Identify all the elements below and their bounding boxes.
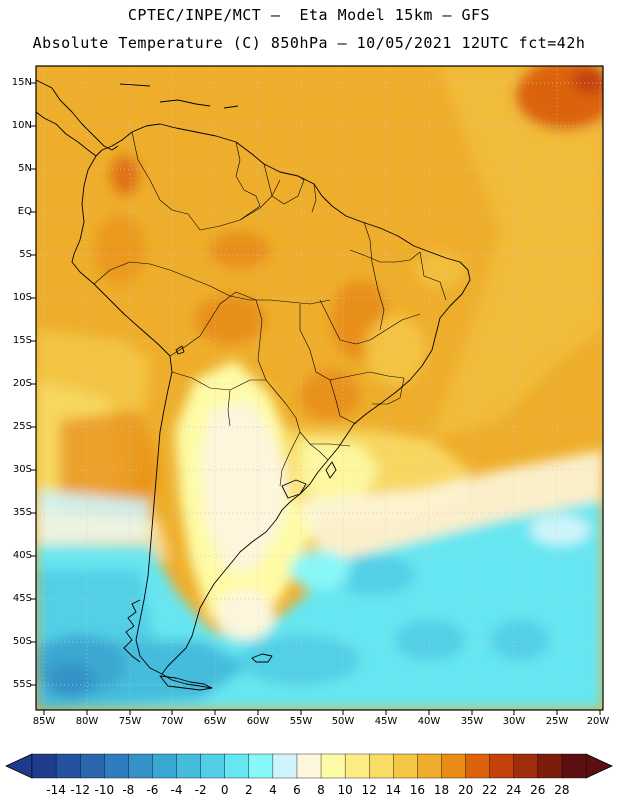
colorbar-label: -8 xyxy=(122,783,135,797)
lat-label: 25S xyxy=(12,421,32,432)
colorbar-swatch xyxy=(513,753,539,779)
lat-label: 15S xyxy=(12,335,32,346)
lon-label: 80W xyxy=(75,716,99,727)
colorbar-swatch xyxy=(296,753,322,779)
colorbar-label: -4 xyxy=(170,783,183,797)
colorbar-swatch xyxy=(441,753,467,779)
colorbar-swatch xyxy=(152,753,178,779)
map-frame xyxy=(35,65,604,711)
colorbar-label: 26 xyxy=(530,783,546,797)
lat-label: EQ xyxy=(17,206,32,217)
lon-label: 70W xyxy=(160,716,184,727)
colorbar-label: 22 xyxy=(482,783,498,797)
colorbar-swatch xyxy=(176,753,202,779)
colorbar-label: -14 xyxy=(46,783,66,797)
colorbar-swatch xyxy=(537,753,563,779)
colorbar-swatch xyxy=(393,753,418,779)
lon-label: 25W xyxy=(545,716,569,727)
lon-label: 45W xyxy=(374,716,398,727)
colorbar-label: -6 xyxy=(146,783,159,797)
lat-label: 5N xyxy=(18,163,32,174)
lat-label: 55S xyxy=(12,679,32,690)
colorbar-label: -12 xyxy=(70,783,90,797)
lat-label: 35S xyxy=(12,507,32,518)
map-title-line-1: CPTEC/INPE/MCT – Eta Model 15km – GFS xyxy=(127,6,491,24)
colorbar-swatch xyxy=(79,753,105,779)
colorbar-swatch xyxy=(128,753,153,779)
lat-label: 40S xyxy=(12,550,32,561)
lon-label: 50W xyxy=(331,716,355,727)
colorbar-label: 12 xyxy=(361,783,377,797)
temperature-field xyxy=(36,66,603,710)
lat-label: 20S xyxy=(12,378,32,389)
colorbar-swatch xyxy=(417,753,442,779)
colorbar-swatch xyxy=(465,753,491,779)
colorbar-label: 20 xyxy=(457,783,474,797)
coastlines xyxy=(36,79,471,691)
lon-label: 20W xyxy=(586,716,610,727)
lon-label: 30W xyxy=(502,716,526,727)
colorbar-label: 0 xyxy=(220,783,229,797)
lat-label: 50S xyxy=(12,636,32,647)
colorbar-label: 18 xyxy=(433,783,450,797)
colorbar-swatch xyxy=(55,753,81,779)
colorbar-swatch xyxy=(248,753,274,779)
lon-label: 65W xyxy=(203,716,227,727)
map-title-line-2: Absolute Temperature (C) 850hPa – 10/05/… xyxy=(32,34,586,52)
colorbar-label: 14 xyxy=(385,783,401,797)
graticule xyxy=(36,66,603,710)
colorbar-low-arrow xyxy=(5,753,33,779)
colorbar-label: 8 xyxy=(317,783,325,797)
lat-label: 45S xyxy=(12,593,32,604)
colorbar-swatch xyxy=(104,753,129,779)
colorbar-swatch xyxy=(489,753,515,779)
lon-label: 40W xyxy=(417,716,441,727)
country-borders xyxy=(93,131,447,487)
colorbar-label: 4 xyxy=(269,783,277,797)
colorbar-label: 16 xyxy=(409,783,426,797)
colorbar-label: 2 xyxy=(244,783,253,797)
colorbar-swatch xyxy=(369,753,394,779)
colorbar-label: 24 xyxy=(506,783,522,797)
colorbar-label: 28 xyxy=(554,783,570,797)
lon-label: 85W xyxy=(32,716,56,727)
lon-label: 60W xyxy=(246,716,270,727)
lat-label: 5S xyxy=(19,249,32,260)
colorbar-swatch xyxy=(272,753,298,779)
colorbar-swatch xyxy=(224,753,250,779)
colorbar-label: 6 xyxy=(293,783,301,797)
lon-label: 35W xyxy=(460,716,484,727)
colorbar-swatch xyxy=(320,753,346,779)
colorbar-label: -2 xyxy=(194,783,207,797)
colorbar-swatch xyxy=(561,753,587,779)
lon-label: 75W xyxy=(118,716,142,727)
colorbar-high-arrow xyxy=(585,753,613,779)
colorbar-label: 10 xyxy=(337,783,353,797)
lat-label: 10N xyxy=(11,120,32,131)
lon-label: 55W xyxy=(289,716,313,727)
colorbar-swatch xyxy=(31,753,57,779)
colorbar-swatch xyxy=(344,753,370,779)
lat-label: 10S xyxy=(12,292,32,303)
colorbar-swatch xyxy=(200,753,226,779)
lat-label: 15N xyxy=(11,77,32,88)
colorbar xyxy=(5,753,613,779)
lat-label: 30S xyxy=(12,464,32,475)
axis-ticks xyxy=(31,82,601,715)
colorbar-label: -10 xyxy=(94,783,115,797)
